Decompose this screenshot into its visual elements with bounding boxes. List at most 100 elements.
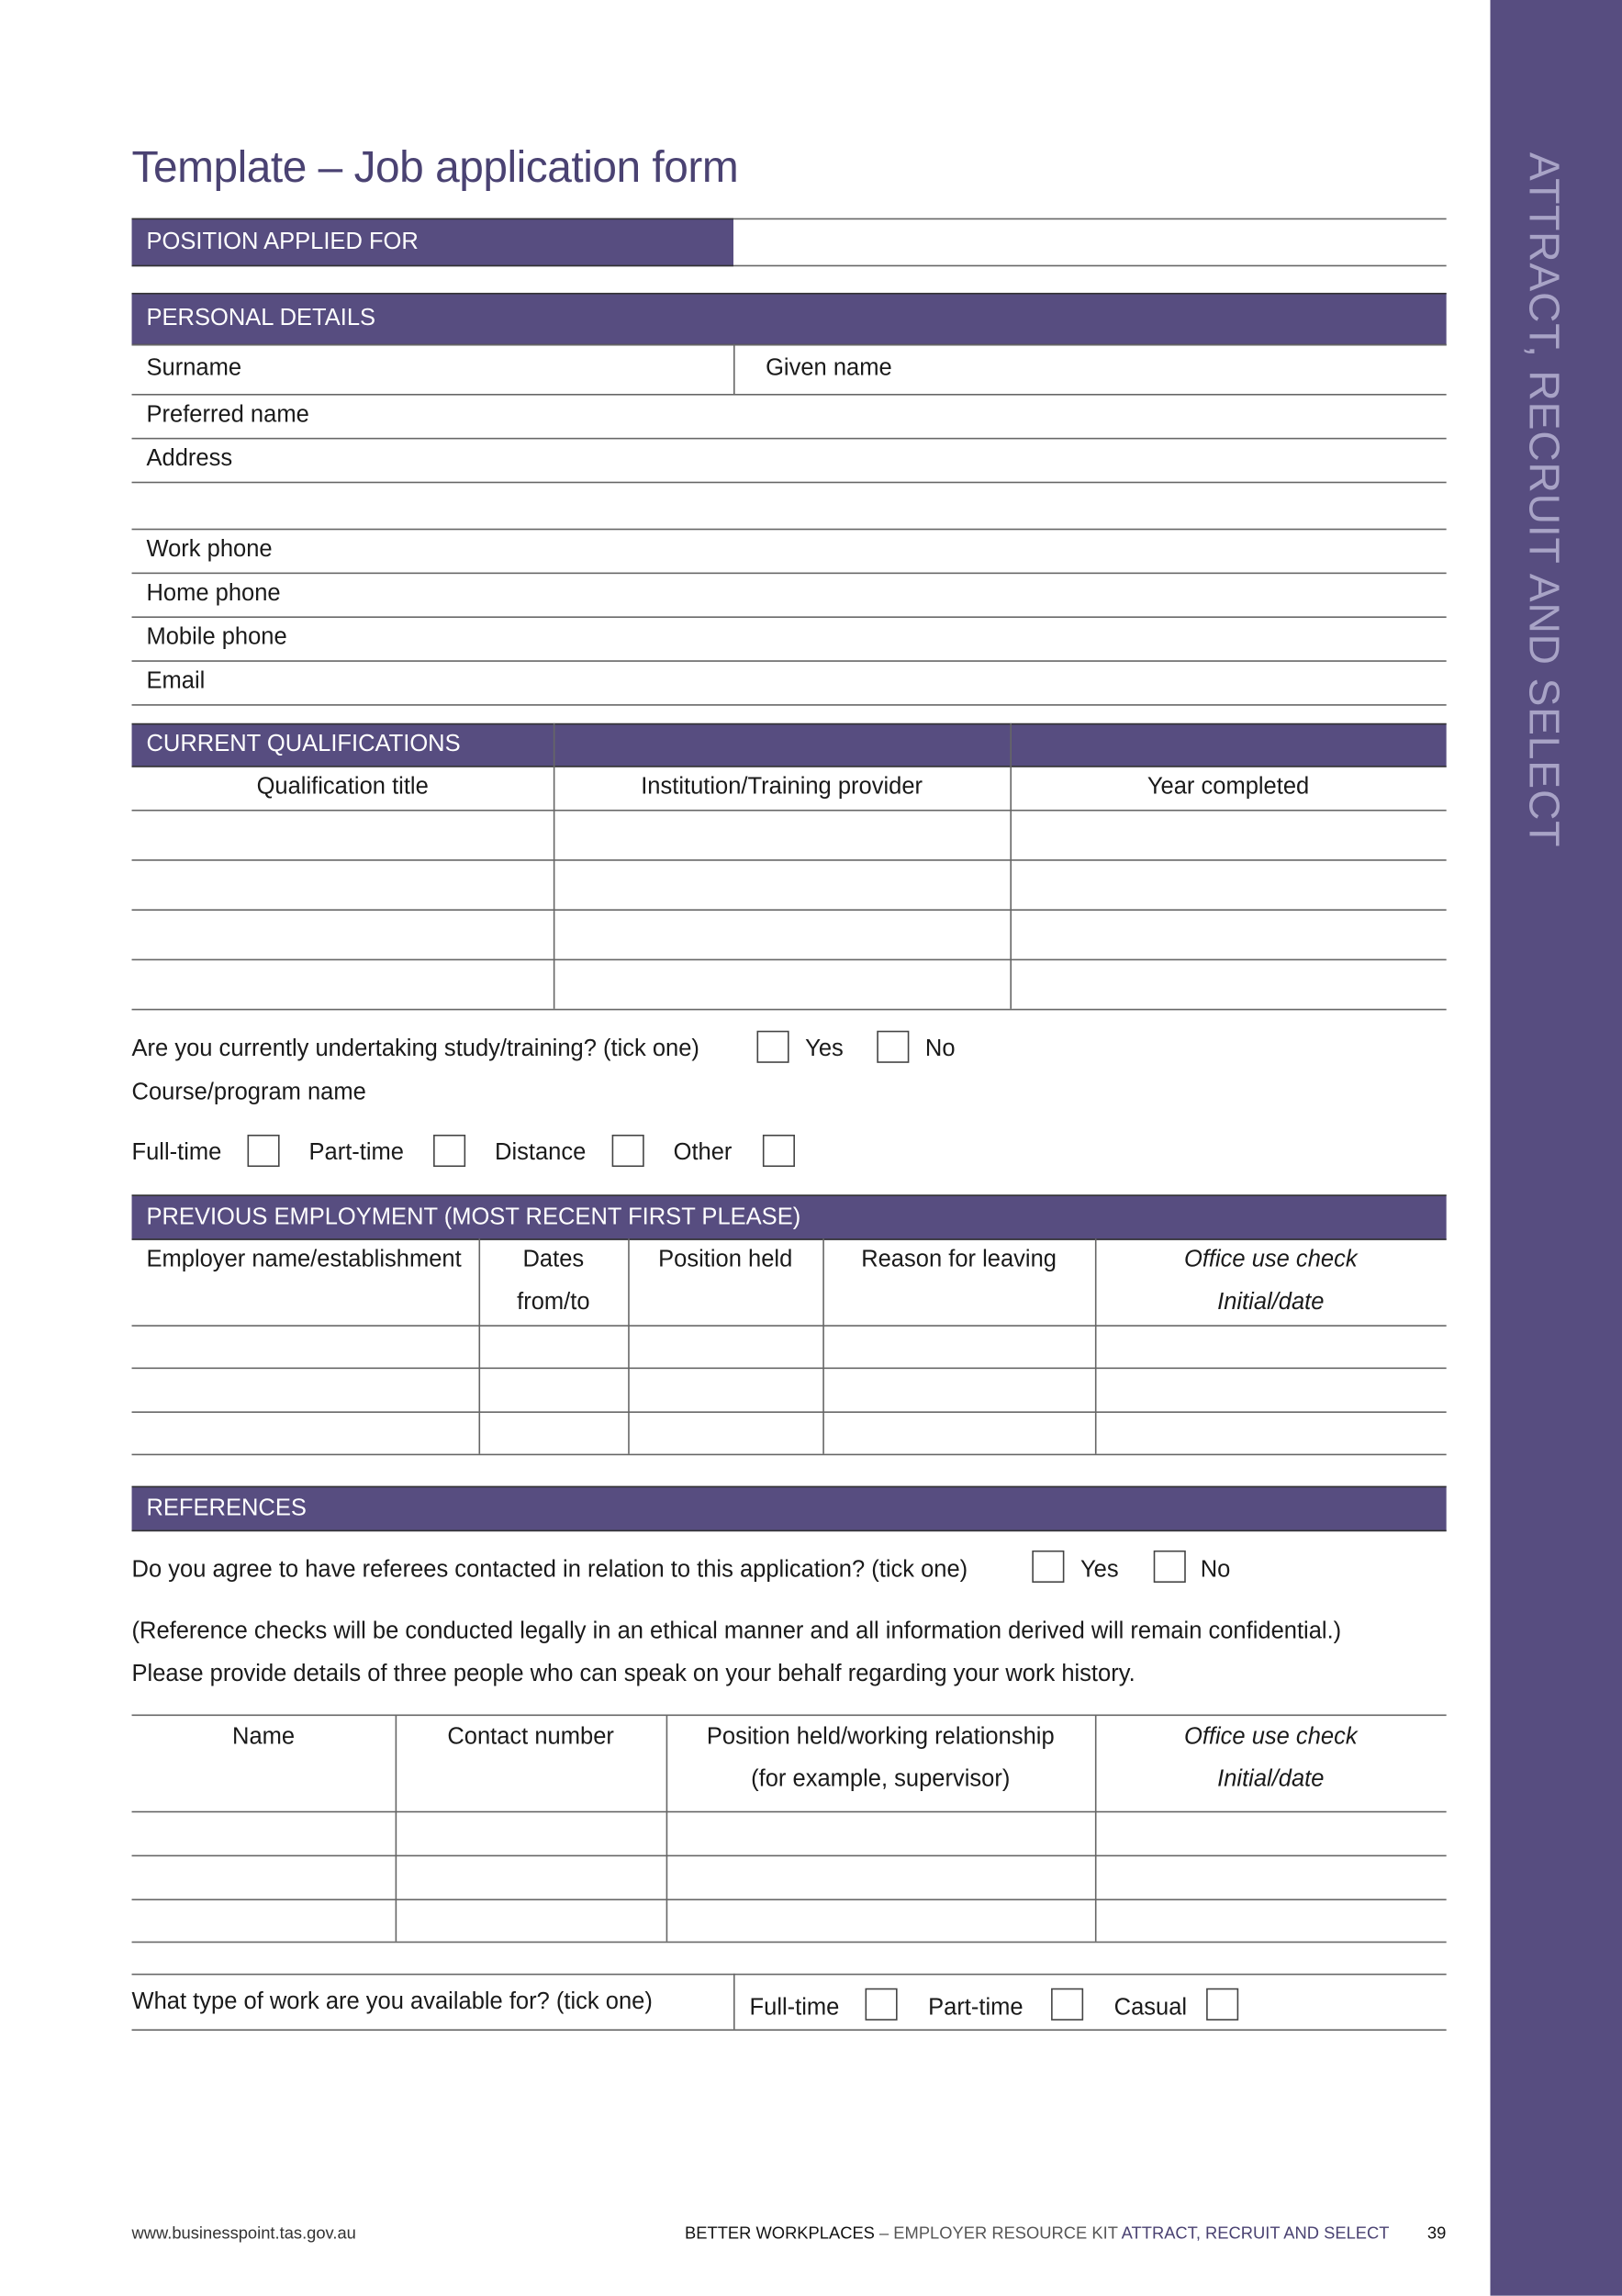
field-label-preferred-name: Preferred name	[146, 402, 309, 428]
no-label: No	[1200, 1557, 1231, 1583]
footer-section: ATTRACT, RECRUIT AND SELECT	[1121, 2225, 1390, 2244]
qualification-cell[interactable]	[554, 812, 1008, 858]
preferred-name-input[interactable]	[322, 396, 1445, 437]
mode-label: Full-time	[131, 1140, 222, 1166]
referees-question: Do you agree to have referees contacted …	[131, 1557, 968, 1583]
availability-option-label: Part-time	[928, 1995, 1024, 2021]
column-header: Name	[232, 1724, 296, 1750]
column-header: Position held	[658, 1247, 793, 1272]
divider	[733, 264, 1447, 267]
qualification-cell[interactable]	[1012, 960, 1445, 1007]
employment-cell[interactable]	[1097, 1370, 1446, 1409]
reference-cell[interactable]	[133, 1899, 394, 1939]
qualification-cell[interactable]	[133, 861, 552, 908]
availability-option-label: Full-time	[749, 1995, 840, 2021]
employment-cell[interactable]	[133, 1327, 477, 1366]
home-phone-input[interactable]	[322, 574, 1445, 615]
mode-full-time-checkbox[interactable]	[247, 1134, 280, 1168]
employment-cell[interactable]	[1097, 1327, 1446, 1366]
personal-details-header: PERSONAL DETAILS	[131, 292, 1447, 346]
qualification-cell[interactable]	[133, 911, 552, 958]
employment-cell[interactable]	[133, 1413, 477, 1452]
study-no-checkbox[interactable]	[877, 1030, 910, 1063]
address-input[interactable]	[322, 439, 1445, 480]
divider	[1094, 1238, 1097, 1454]
field-label-address: Address	[146, 446, 233, 472]
reference-cell[interactable]	[133, 1856, 394, 1896]
mode-other-checkbox[interactable]	[762, 1134, 795, 1168]
footer-kit: – EMPLOYER RESOURCE KIT	[874, 2225, 1122, 2244]
mode-part-time-checkbox[interactable]	[433, 1134, 466, 1168]
qualification-cell[interactable]	[1012, 861, 1445, 908]
qualification-cell[interactable]	[554, 911, 1008, 958]
study-yes-checkbox[interactable]	[756, 1030, 789, 1063]
employment-cell[interactable]	[480, 1327, 626, 1366]
employment-cell[interactable]	[630, 1413, 822, 1452]
page-title: Template – Job application form	[131, 143, 739, 192]
reference-cell[interactable]	[667, 1899, 1093, 1939]
availability-part-time-checkbox[interactable]	[1051, 1988, 1084, 2021]
surname-label: Surname	[146, 355, 242, 381]
employment-cell[interactable]	[630, 1370, 822, 1409]
address-line-2-input[interactable]	[322, 483, 1445, 527]
field-label-mobile-phone: Mobile phone	[146, 624, 287, 651]
field-label-home-phone: Home phone	[146, 581, 281, 607]
divider	[131, 1008, 1447, 1011]
employment-cell[interactable]	[824, 1370, 1093, 1409]
employment-cell[interactable]	[480, 1413, 626, 1452]
reference-cell[interactable]	[397, 1899, 665, 1939]
given-name-label: Given name	[766, 355, 892, 381]
work-phone-input[interactable]	[322, 530, 1445, 571]
employment-cell[interactable]	[480, 1370, 626, 1409]
divider	[131, 343, 1447, 346]
employment-cell[interactable]	[630, 1327, 822, 1366]
reference-cell[interactable]	[667, 1812, 1093, 1852]
course-name-input[interactable]	[388, 1081, 1442, 1113]
qualification-cell[interactable]	[1012, 812, 1445, 858]
employment-cell[interactable]	[1097, 1413, 1446, 1452]
employment-cell[interactable]	[824, 1327, 1093, 1366]
yes-label: Yes	[1079, 1557, 1119, 1583]
divider	[131, 809, 1447, 812]
reference-cell[interactable]	[397, 1856, 665, 1896]
qualification-cell[interactable]	[554, 960, 1008, 1007]
divider	[131, 394, 1447, 396]
reference-cell[interactable]	[133, 1812, 394, 1852]
divider	[131, 660, 1447, 662]
referees-no-checkbox[interactable]	[1153, 1550, 1186, 1583]
reference-cell[interactable]	[397, 1812, 665, 1852]
mobile-phone-input[interactable]	[322, 618, 1445, 659]
reference-cell[interactable]	[1097, 1812, 1446, 1852]
employment-cell[interactable]	[824, 1413, 1093, 1452]
footer-url[interactable]: www.businesspoint.tas.gov.au	[131, 2225, 356, 2244]
surname-input[interactable]	[249, 345, 732, 392]
mode-distance-checkbox[interactable]	[611, 1134, 644, 1168]
divider	[131, 2029, 1447, 2031]
column-header-line2: from/to	[517, 1290, 590, 1316]
reference-cell[interactable]	[1097, 1856, 1446, 1896]
position-input[interactable]	[735, 219, 1447, 264]
given-name-input[interactable]	[896, 345, 1445, 392]
column-header: Institution/Training provider	[641, 774, 923, 800]
divider	[553, 722, 555, 767]
email-input[interactable]	[322, 662, 1445, 703]
availability-option-label: Casual	[1113, 1995, 1188, 2021]
qualification-cell[interactable]	[554, 861, 1008, 908]
column-header: Employer name/establishment	[146, 1247, 462, 1272]
availability-casual-checkbox[interactable]	[1206, 1988, 1239, 2021]
qualification-cell[interactable]	[1012, 911, 1445, 958]
referees-yes-checkbox[interactable]	[1032, 1550, 1065, 1583]
qualification-cell[interactable]	[133, 812, 552, 858]
divider	[131, 859, 1447, 861]
availability-full-time-checkbox[interactable]	[865, 1988, 898, 2021]
reference-cell[interactable]	[1097, 1899, 1446, 1939]
qualification-cell[interactable]	[133, 960, 552, 1007]
divider	[131, 1453, 1447, 1456]
column-header: Qualification title	[256, 774, 429, 800]
field-label-email: Email	[146, 668, 206, 694]
column-header-line2: Initial/date	[1217, 1766, 1325, 1793]
reference-cell[interactable]	[667, 1856, 1093, 1896]
divider	[131, 1898, 1447, 1901]
employment-cell[interactable]	[133, 1370, 477, 1409]
